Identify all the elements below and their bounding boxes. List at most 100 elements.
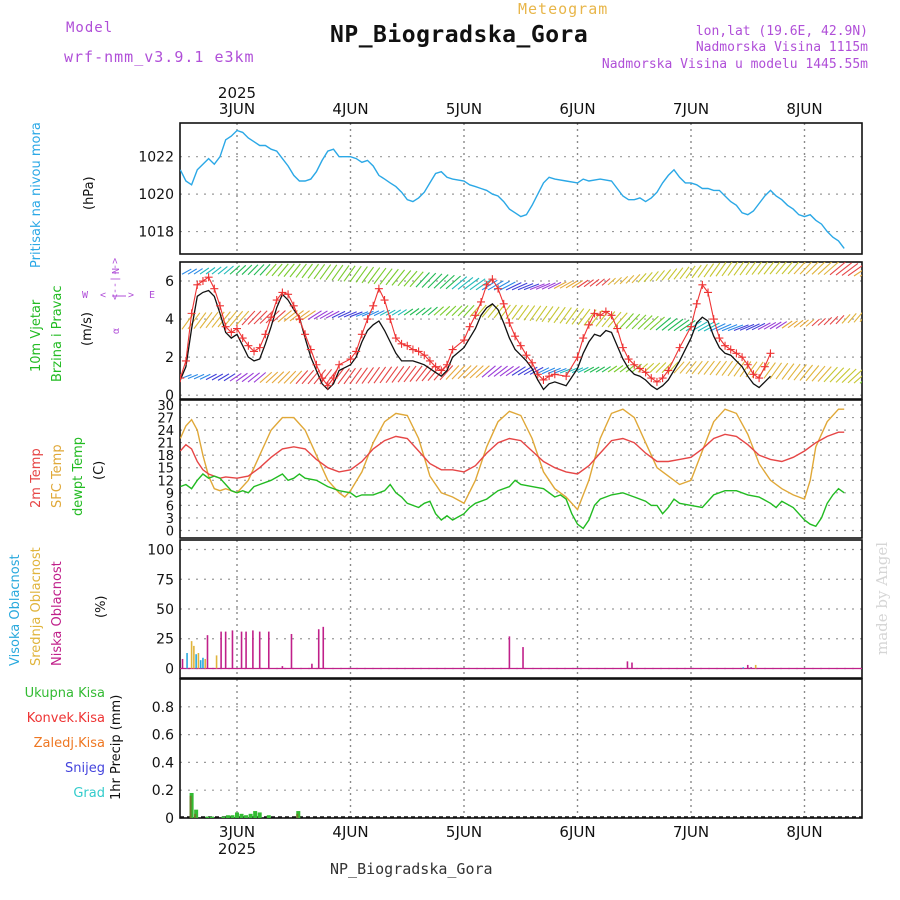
wind-gust-marker <box>210 284 219 293</box>
wind-barb <box>781 320 793 329</box>
wind-barb <box>571 308 585 325</box>
wind-barb <box>499 304 511 319</box>
wind-gust-marker <box>596 311 605 320</box>
y-tick-label: 12 <box>157 474 174 489</box>
wind-barb <box>229 373 242 382</box>
wind-barb <box>271 263 283 277</box>
wind-gust-marker <box>465 322 474 331</box>
y-tick-label: 24 <box>157 424 174 439</box>
y-tick-label: 6 <box>165 274 174 290</box>
wind-barb <box>649 271 659 282</box>
wind-gust-marker <box>658 374 667 383</box>
y-tick-label: 30 <box>157 399 174 414</box>
wind-barb <box>529 283 545 291</box>
wind-gust-marker <box>579 334 588 343</box>
wind-gust-marker <box>261 330 270 339</box>
wind-barb <box>775 262 787 275</box>
wind-compass-east: E <box>149 290 155 301</box>
wind-barb <box>319 310 334 320</box>
wind-barb <box>349 367 362 385</box>
wind-gust-marker <box>607 311 616 320</box>
dewpt-line <box>180 473 845 530</box>
wind-barb <box>667 361 679 374</box>
wind-barb <box>211 373 224 381</box>
wind-barb <box>565 280 578 289</box>
wind-barb <box>265 263 277 276</box>
y-tick-label: 0 <box>165 661 174 677</box>
wind-barb <box>349 311 363 318</box>
wind-gust-marker <box>749 370 758 379</box>
wind-gust-marker <box>499 299 508 308</box>
wind-gust-marker <box>323 381 332 390</box>
wind-barb <box>859 318 862 323</box>
wind-gust-marker <box>618 343 627 352</box>
wind-barb <box>547 281 562 290</box>
wind-gust-line <box>180 276 772 387</box>
wind-barb <box>565 367 578 374</box>
wind-gust-marker <box>250 347 259 356</box>
wind-barb <box>721 324 738 332</box>
wind-compass-south: α <box>111 328 122 334</box>
wind-gust-marker <box>755 374 764 383</box>
wind-barb <box>421 307 432 316</box>
wind-barb <box>385 309 396 316</box>
panel-frame <box>179 678 863 819</box>
wind-barb <box>655 362 667 373</box>
wind-gust-marker <box>743 360 752 369</box>
wind-gust-marker <box>204 273 213 282</box>
wind-barb <box>559 280 573 289</box>
wind-barb <box>841 314 851 324</box>
wind-gust-marker <box>539 375 548 384</box>
wind-barb <box>397 365 411 383</box>
wind-barb <box>403 270 418 287</box>
wind-barb <box>451 276 468 290</box>
wind-barb <box>355 367 368 384</box>
wind-barb <box>289 370 303 384</box>
wind-barb <box>589 278 600 287</box>
wind-barb <box>739 361 752 378</box>
wind-barb <box>343 311 357 318</box>
model-label: Model <box>66 20 114 36</box>
wind-barb <box>457 276 474 290</box>
legend-grad: Grad <box>73 786 105 801</box>
wind-speed-line <box>180 289 771 391</box>
wind-barb <box>793 262 806 275</box>
wind-barb <box>277 371 291 384</box>
rain-total-bar <box>248 813 253 818</box>
wind-compass-ns-arrow: <--|--> <box>110 258 121 300</box>
y-tick-label: 0.6 <box>152 728 174 744</box>
wind-barb <box>295 370 309 385</box>
wind-barb <box>301 369 315 385</box>
wind-gust-marker <box>460 336 468 345</box>
wind-barb <box>325 368 338 385</box>
wind-gust-marker <box>255 343 264 352</box>
wind-gust-marker <box>522 351 531 360</box>
wind-gust-marker <box>289 301 298 310</box>
wind-barb <box>835 315 845 325</box>
wind-barb <box>805 365 820 382</box>
wind-barb <box>739 323 755 331</box>
wind-gust-marker <box>267 313 276 322</box>
date-label-bottom: 7JUN <box>673 823 709 841</box>
wind-gust-marker <box>630 360 639 369</box>
wind-gust-marker <box>306 345 315 354</box>
wind-gust-marker <box>692 299 701 308</box>
y-tick-label: 4 <box>165 312 174 328</box>
wind-barb <box>283 263 295 277</box>
wind-gust-marker <box>238 334 247 343</box>
wind-gust-marker <box>511 332 520 341</box>
y-tick-label: 1018 <box>138 225 174 241</box>
wind-barb <box>355 311 369 317</box>
wind-barb <box>373 310 385 317</box>
legend-konvek-kisa: Konvek.Kisa <box>26 711 105 726</box>
model-name: wrf-nmm_v3.9.1 e3km <box>64 48 255 66</box>
wind-barb <box>643 272 653 283</box>
wind-barb <box>733 324 749 332</box>
wind-barb <box>655 270 665 282</box>
wind-gust-marker <box>442 360 451 369</box>
sfc-temp-line <box>180 408 845 511</box>
wind-gust-marker <box>647 374 656 383</box>
wind-barb <box>361 367 374 384</box>
wind-gust-marker <box>391 334 400 343</box>
